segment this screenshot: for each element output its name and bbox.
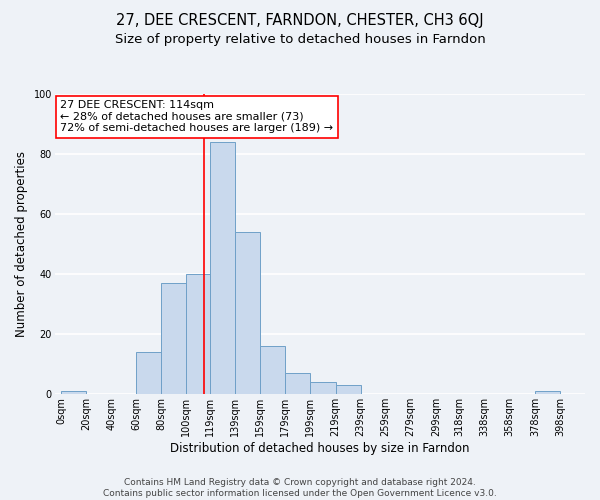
Text: Size of property relative to detached houses in Farndon: Size of property relative to detached ho… <box>115 32 485 46</box>
Bar <box>310 382 335 394</box>
Bar <box>136 352 161 395</box>
Bar <box>335 386 361 394</box>
Bar <box>260 346 286 395</box>
Text: Contains HM Land Registry data © Crown copyright and database right 2024.
Contai: Contains HM Land Registry data © Crown c… <box>103 478 497 498</box>
Text: 27, DEE CRESCENT, FARNDON, CHESTER, CH3 6QJ: 27, DEE CRESCENT, FARNDON, CHESTER, CH3 … <box>116 12 484 28</box>
Bar <box>161 283 187 395</box>
Y-axis label: Number of detached properties: Number of detached properties <box>15 151 28 337</box>
Text: 27 DEE CRESCENT: 114sqm
← 28% of detached houses are smaller (73)
72% of semi-de: 27 DEE CRESCENT: 114sqm ← 28% of detache… <box>60 100 333 133</box>
Bar <box>286 374 310 394</box>
X-axis label: Distribution of detached houses by size in Farndon: Distribution of detached houses by size … <box>170 442 470 455</box>
Bar <box>61 392 86 394</box>
Bar <box>187 274 210 394</box>
Bar <box>210 142 235 395</box>
Bar <box>235 232 260 394</box>
Bar <box>535 392 560 394</box>
